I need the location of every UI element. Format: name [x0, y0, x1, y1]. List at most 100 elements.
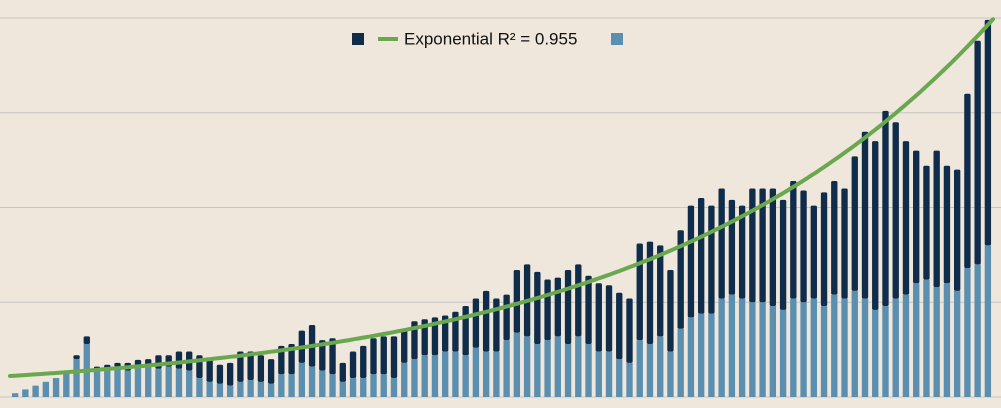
bar-segment [52, 378, 60, 397]
bar-segment [339, 362, 346, 382]
bar-segment [657, 245, 664, 337]
legend-label: Exponential R² = 0.955 [404, 29, 577, 48]
bar-segment [626, 362, 633, 397]
bar-segment [697, 198, 705, 314]
bar-segment [728, 294, 736, 397]
bar-segment [370, 338, 377, 375]
bar-segment [984, 245, 992, 397]
bar-segment [165, 366, 172, 397]
bar-segment [523, 336, 531, 397]
bar-segment [964, 93, 971, 269]
bar-segment [73, 355, 80, 360]
bar-segment [288, 374, 295, 397]
legend-swatch [352, 33, 364, 45]
bar-segment [134, 366, 142, 397]
bar-segment [769, 188, 777, 307]
bar-segment [779, 309, 787, 397]
bar-segment [872, 141, 879, 310]
bar-segment [657, 336, 664, 397]
bar-segment [237, 381, 244, 397]
bar-segment [431, 355, 439, 397]
bar-segment [493, 351, 500, 397]
bar-segment [513, 332, 521, 397]
bar-segment [534, 271, 541, 344]
bar-segment [636, 340, 643, 397]
bar-segment [749, 188, 756, 303]
bar-segment [472, 347, 480, 397]
bar-segment [319, 340, 326, 371]
bar-segment [329, 338, 336, 375]
bar-segment [93, 370, 101, 397]
bar-segment [472, 298, 480, 348]
bar-segment [145, 366, 152, 397]
bar-segment [697, 313, 705, 397]
bar-segment [442, 351, 449, 397]
bar-segment [595, 351, 602, 397]
bar-segment [237, 351, 244, 382]
bar-segment [390, 378, 398, 397]
grid [0, 17, 1001, 398]
bar-segment [667, 270, 674, 352]
bar-segment [902, 294, 910, 397]
bar-segment [759, 188, 766, 303]
bar-segment [206, 381, 213, 397]
bar-segment [32, 385, 39, 397]
bar-segment [155, 368, 162, 397]
bar-segment [861, 298, 869, 397]
bar-segment [943, 283, 951, 397]
bar-segment [718, 188, 725, 299]
bar-segment [513, 270, 521, 333]
bar-segment [175, 368, 183, 397]
legend-swatch [611, 33, 623, 45]
bar-segment [216, 364, 224, 384]
bar-segment [800, 190, 807, 303]
bar-segment [913, 150, 920, 284]
bar-segment [605, 285, 613, 352]
bar-segment [749, 302, 756, 397]
bar-segment [953, 290, 961, 397]
bar-segment [360, 345, 367, 379]
bar-segment [687, 205, 695, 318]
bar-segment [790, 180, 797, 299]
bar-segment [779, 199, 787, 310]
bar-segment [452, 351, 459, 397]
bar-segment [206, 359, 213, 382]
bar-segment [114, 366, 121, 397]
bar-segment [872, 309, 879, 397]
bar-segment [339, 381, 346, 397]
bar-segment [892, 122, 899, 299]
bar-segment [421, 319, 428, 356]
bar-segment [882, 306, 889, 397]
bar-segment [247, 351, 254, 380]
bar-segment [257, 381, 265, 397]
bar-segment [882, 110, 889, 307]
bar-segment [226, 385, 234, 397]
bar-segment [687, 317, 695, 397]
bar-segment [923, 165, 930, 280]
bar-segment [431, 317, 439, 356]
bar-segment [493, 298, 500, 352]
bar-segment [247, 379, 254, 397]
bar-segment [902, 141, 910, 295]
bar-segment [810, 205, 817, 299]
bar-segment [800, 302, 807, 397]
bar-segment [841, 188, 848, 299]
bar-segment [73, 359, 80, 397]
bar-segment [564, 343, 572, 397]
bar-segment [196, 378, 203, 397]
bar-segment [411, 359, 418, 397]
bar-segment [329, 374, 336, 397]
bar-segment [953, 169, 961, 291]
bar-segment [861, 131, 869, 299]
bar-segment [349, 378, 357, 397]
bar-segment [278, 374, 285, 397]
bar-segment [616, 359, 623, 397]
bar-segment [933, 287, 940, 397]
trendline [8, 17, 995, 378]
bar-segment [114, 362, 121, 367]
bar-segment [267, 383, 275, 397]
bar-segment [810, 298, 817, 397]
bar-segment [360, 378, 367, 397]
